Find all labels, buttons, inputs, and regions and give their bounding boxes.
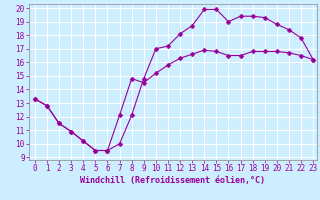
X-axis label: Windchill (Refroidissement éolien,°C): Windchill (Refroidissement éolien,°C) xyxy=(80,176,265,185)
